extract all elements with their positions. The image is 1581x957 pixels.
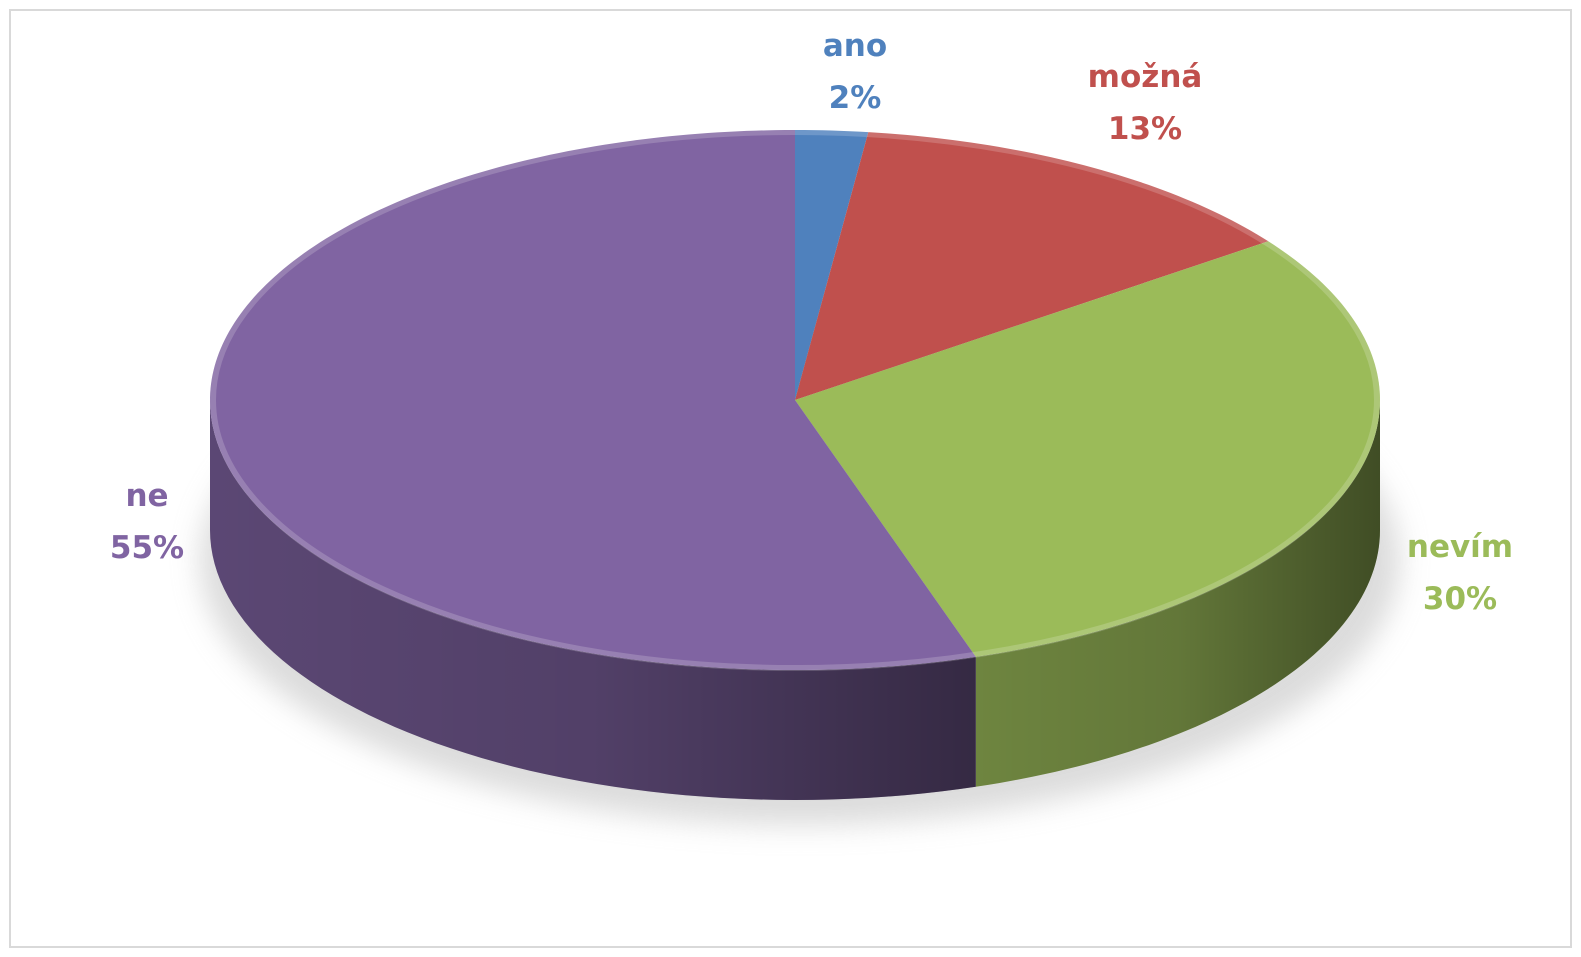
label-value: 2% xyxy=(829,80,882,116)
data-label: ano 2% xyxy=(823,28,887,116)
label-value: 55% xyxy=(110,530,184,566)
label-value: 13% xyxy=(1108,111,1182,147)
pie-rim xyxy=(210,129,1380,671)
label-category: nevím xyxy=(1407,529,1513,565)
data-label: možná 13% xyxy=(1088,59,1203,147)
pie-slice xyxy=(795,241,1380,657)
label-category: ano xyxy=(823,28,887,64)
pie-slice xyxy=(210,130,976,670)
pie-slice xyxy=(795,132,1269,400)
pie-side-shade xyxy=(210,400,976,800)
pie-sides xyxy=(210,400,1380,800)
data-labels: ano 2% možná 13% nevím 30% ne 55% xyxy=(110,28,1513,617)
pie-slice xyxy=(795,130,869,400)
data-label: ne 55% xyxy=(110,478,184,566)
label-category: ne xyxy=(125,478,168,514)
label-value: 30% xyxy=(1423,581,1497,617)
pie-tops xyxy=(210,129,1380,671)
pie-side-shade xyxy=(975,400,1380,787)
label-category: možná xyxy=(1088,59,1203,95)
data-label: nevím 30% xyxy=(1407,529,1513,617)
